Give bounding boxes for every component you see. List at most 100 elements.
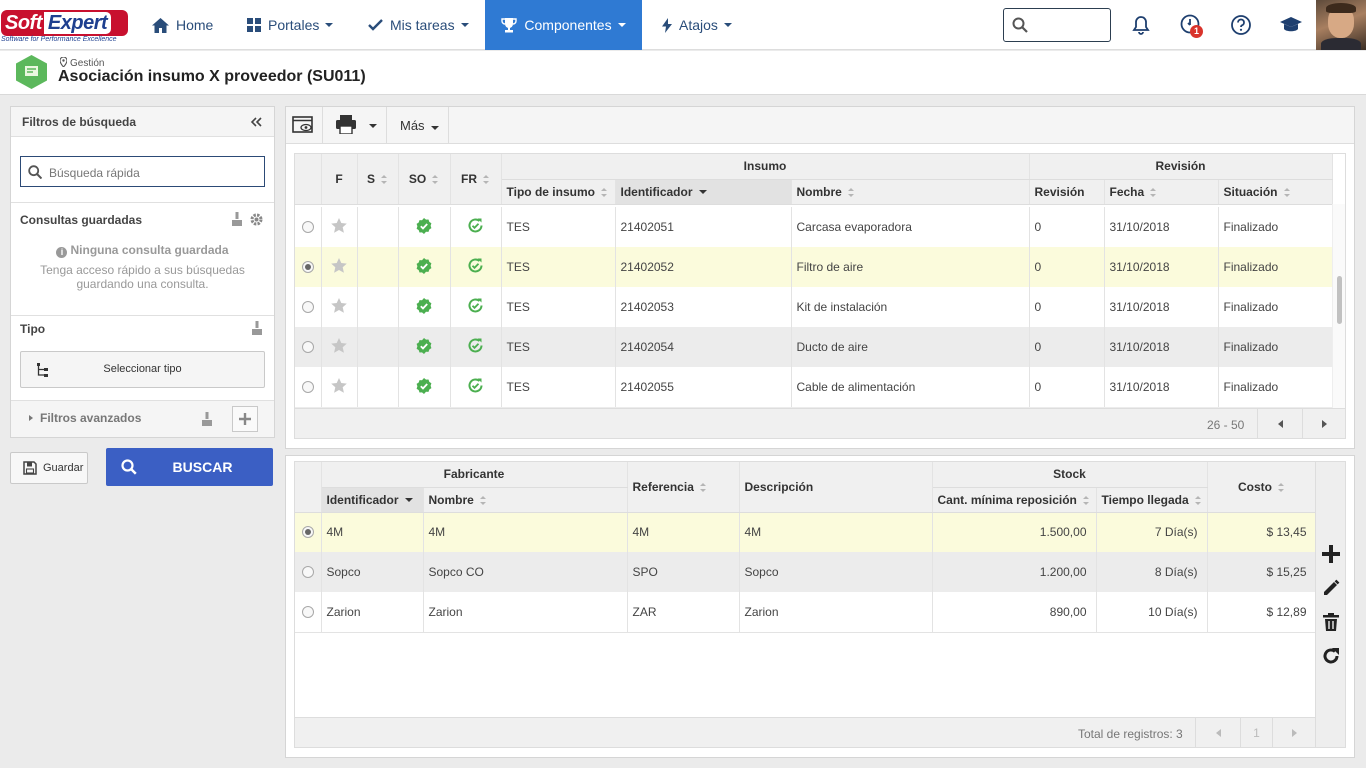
refresh-icon[interactable] [1321,646,1341,666]
identificador-cell: 21402053 [615,287,792,327]
approved-badge-icon [416,377,432,394]
col-identificador[interactable]: Identificador [615,179,792,205]
col-s[interactable]: S [357,154,399,205]
row-radio[interactable] [301,301,314,313]
advanced-filters-toggle[interactable]: Filtros avanzados [29,411,141,425]
nav-portales[interactable]: Portales [247,0,334,50]
nav-home[interactable]: Home [152,0,213,50]
row-radio[interactable] [301,381,314,393]
row-radio[interactable] [301,341,314,353]
user-avatar[interactable] [1316,0,1366,50]
row-select[interactable] [295,287,322,327]
page-number[interactable]: 1 [1240,718,1272,747]
help-icon[interactable] [1230,14,1252,36]
delete-trash-icon[interactable] [1321,612,1341,632]
gear-icon[interactable] [249,212,264,227]
next-page-button[interactable] [1272,718,1315,747]
col-referencia[interactable]: Referencia [627,462,740,513]
table-row[interactable]: TES 21402053 Kit de instalación 0 31/10/2018… [295,287,1333,327]
col-costo[interactable]: Costo [1207,462,1315,513]
table-row[interactable]: TES 21402052 Filtro de aire 0 31/10/2018 Fina… [295,247,1333,287]
star-icon[interactable] [331,338,347,353]
add-filter-button[interactable] [232,406,258,432]
table-row[interactable]: 4M 4M 4M 4M 1.500,00 7 Día(s) $ 13,45 [295,512,1315,552]
star-icon[interactable] [331,378,347,393]
table-row[interactable]: TES 21402051 Carcasa evaporadora 0 31/10/201… [295,207,1333,247]
add-icon[interactable] [1321,544,1341,564]
clear-icon[interactable] [232,212,242,226]
print-dropdown-icon[interactable] [369,124,377,128]
row-radio[interactable] [301,261,314,273]
alert-clock-icon[interactable]: 1 [1180,14,1206,40]
col-so[interactable]: SO [398,154,451,205]
col-fr[interactable]: FR [450,154,502,205]
view-record-icon[interactable] [292,115,314,135]
sort-icon [483,175,490,185]
table-row[interactable]: Sopco Sopco CO SPO Sopco 1.200,00 8 Día(s) $ 1… [295,552,1315,592]
clear-icon[interactable] [202,412,212,426]
revision-cell: 0 [1029,287,1105,327]
favorite-cell[interactable] [321,327,358,367]
row-select[interactable] [295,367,322,407]
softexpert-logo[interactable]: Soft Expert Software for Performance Exce… [0,7,132,47]
star-icon[interactable] [331,298,347,313]
col-revision[interactable]: Revisión [1029,179,1105,205]
favorite-cell[interactable] [321,287,358,327]
row-select[interactable] [295,512,322,552]
nav-componentes[interactable]: Componentes [485,0,642,50]
quick-search-input[interactable]: Búsqueda rápida [20,156,265,187]
type-filter-title: Tipo [20,322,46,336]
col-tiempo-llegada[interactable]: Tiempo llegada [1096,487,1208,513]
table-row[interactable]: TES 21402054 Ducto de aire 0 31/10/2018 Final… [295,327,1333,367]
col-fab-nombre[interactable]: Nombre [423,487,628,513]
global-search-input[interactable] [1003,8,1111,42]
col-tipo[interactable]: Tipo de insumo [501,179,616,205]
table-row[interactable]: Zarion Zarion ZAR Zarion 890,00 10 Día(s) $ 12… [295,592,1315,632]
save-query-button[interactable]: Guardar [10,452,88,484]
prev-page-button[interactable] [1195,718,1240,747]
favorite-cell[interactable] [321,247,358,287]
saved-queries-title: Consultas guardadas [20,213,143,227]
page-header [0,51,1366,95]
row-radio[interactable] [301,566,314,578]
print-icon[interactable] [336,115,356,134]
more-menu[interactable]: Más [400,118,439,133]
col-fecha[interactable]: Fecha [1104,179,1219,205]
row-select[interactable] [295,247,322,287]
col-descripcion[interactable]: Descripción [739,462,933,513]
breadcrumb[interactable]: Gestión [60,57,104,69]
clear-icon[interactable] [252,321,262,335]
next-page-button[interactable] [1302,409,1345,438]
row-radio[interactable] [301,605,314,618]
col-situacion[interactable]: Situación [1218,179,1333,205]
scrollbar-thumb[interactable] [1337,276,1342,324]
descripcion-cell: Zarion [739,592,933,632]
star-icon[interactable] [331,258,347,273]
col-fab-identificador[interactable]: Identificador [321,487,424,513]
col-cant-minima[interactable]: Cant. mínima reposición [932,487,1097,513]
row-radio[interactable] [301,221,314,233]
favorite-cell[interactable] [321,207,358,247]
prev-page-button[interactable] [1257,409,1302,438]
nav-mis-tareas-label: Mis tareas [390,17,455,33]
graduation-cap-icon[interactable] [1280,16,1302,34]
grid-scrollbar[interactable] [1332,204,1345,408]
collapse-panel-icon[interactable] [250,117,262,127]
edit-pencil-icon[interactable] [1321,578,1341,598]
row-select[interactable] [295,327,322,367]
select-type-button[interactable]: Seleccionar tipo [20,351,265,388]
nav-mis-tareas[interactable]: Mis tareas [368,0,469,50]
row-select[interactable] [295,592,322,632]
col-favorite[interactable]: F [321,154,358,205]
search-button[interactable]: BUSCAR [106,448,273,486]
table-row[interactable]: TES 21402055 Cable de alimentación 0 31/10/2… [295,367,1333,407]
col-nombre[interactable]: Nombre [791,179,1030,205]
row-radio[interactable] [301,526,314,539]
row-select[interactable] [295,207,322,247]
nav-atajos[interactable]: Atajos [662,0,732,50]
bell-icon[interactable] [1131,15,1151,35]
favorite-cell[interactable] [321,367,358,407]
row-select[interactable] [295,552,322,592]
cant-minima-cell: 890,00 [932,592,1097,632]
star-icon[interactable] [331,218,347,233]
